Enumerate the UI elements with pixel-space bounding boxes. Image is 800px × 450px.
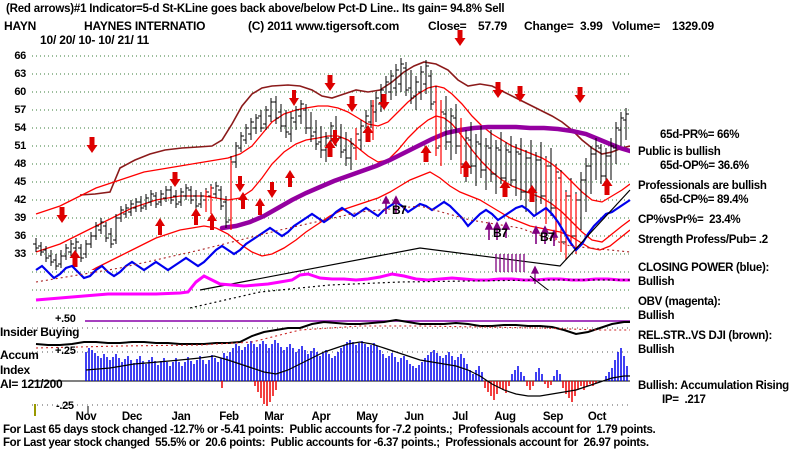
accum-label: Accum — [0, 348, 39, 362]
accum-level-minus25: -.25 — [56, 400, 74, 412]
closing-power-title: CLOSING POWER (blue): — [638, 262, 770, 274]
x-tick-jan: Jan — [171, 411, 191, 423]
y-tick-36: 36 — [14, 230, 26, 242]
closing-power-line — [35, 199, 631, 280]
footer-lastyear-summary: For Last year stock changed 55.5% or 20.… — [3, 437, 649, 449]
b7-cluster-arrows — [495, 254, 540, 284]
y-tick-51: 51 — [14, 140, 26, 152]
index-label: Index — [0, 363, 30, 377]
upper-band-line — [35, 85, 630, 215]
moving-average-line — [219, 124, 630, 231]
obv-trend-line — [189, 279, 630, 309]
relstr-line — [79, 61, 630, 196]
y-tick-57: 57 — [14, 104, 26, 116]
y-tick-66: 66 — [14, 50, 26, 62]
volume-value: 1329.09 — [672, 19, 714, 33]
b7-annotation-3: B7 — [540, 230, 555, 244]
strength-profess-pub-readout: Strength Profess/Pub= .2 — [638, 234, 768, 246]
relstr-title: REL.STR..VS DJI (brown): — [638, 330, 772, 342]
change-label: Change= — [524, 19, 574, 33]
closing-power-trend-line — [35, 205, 631, 283]
accum-level-plus25: +.25 — [55, 345, 76, 357]
insider-buying-trend-line — [35, 325, 630, 349]
lower-band-line — [91, 171, 630, 270]
y-tick-48: 48 — [14, 158, 26, 170]
accum-rising-readout: Bullish: Accumulation Rising — [638, 380, 789, 392]
public-state-readout: Public is bullish — [638, 146, 721, 158]
closing-power-state: Bullish — [638, 276, 675, 288]
x-tick-aug: Aug — [494, 411, 516, 423]
ai-value-label: AI= 121/200 — [0, 377, 63, 391]
date-range-label: 10/ 20/ 10- 10/ 21/ 11 — [40, 33, 150, 47]
b7-arrows — [381, 195, 559, 246]
closing-power-support-line — [199, 189, 631, 291]
red-signal-sticks — [205, 88, 577, 260]
y-tick-63: 63 — [14, 68, 26, 80]
x-tick-feb: Feb — [219, 411, 239, 423]
x-tick-may: May — [356, 411, 378, 423]
obv-state: Bullish — [638, 310, 675, 322]
accum-positive-bars — [85, 340, 628, 381]
y-tick-45: 45 — [14, 176, 26, 188]
insider-buying-label: Insider Buying — [0, 325, 80, 339]
y-tick-39: 39 — [14, 212, 26, 224]
y-tick-42: 42 — [14, 194, 26, 206]
obv-line — [35, 272, 630, 302]
x-tick-dec: Dec — [121, 411, 143, 423]
y-tick-60: 60 — [14, 86, 26, 98]
cp-percent-readout: 65d-CP%= 89.4% — [660, 194, 749, 206]
professionals-state-readout: Professionals are bullish — [638, 180, 767, 192]
indicator-headline: (Red arrows)#1 Indicator=5-d St-KLine go… — [6, 3, 505, 15]
mid-band-line — [35, 115, 630, 253]
company-name: HAYNES INTERNATIO — [84, 19, 206, 33]
obv-title: OBV (magenta): — [638, 296, 721, 308]
cp-vs-pr-readout: CP%vsPr%= 23.4% — [638, 214, 741, 226]
signal-arrows-up — [69, 125, 613, 267]
accum-level-plus50: +.50 — [55, 313, 76, 325]
x-tick-oct: Oct — [587, 411, 607, 423]
accum-average-line — [85, 341, 630, 397]
y-tick-54: 54 — [14, 122, 26, 134]
op-percent-readout: 65d-OP%= 36.6% — [660, 160, 749, 172]
ip-readout: IP= .217 — [662, 394, 706, 406]
copyright-label: (C) 2011 www.tigersoft.com — [248, 19, 400, 33]
x-tick-nov: Nov — [75, 411, 97, 423]
close-label: Close= — [428, 19, 467, 33]
pr-percent-readout: 65d-PR%= 66% — [660, 129, 740, 141]
b7-annotation-1: B7 — [392, 203, 407, 217]
close-value: 57.79 — [478, 19, 508, 33]
x-tick-jul: Jul — [452, 411, 468, 423]
relstr-state: Bullish — [638, 344, 675, 356]
symbol-label: HAYN — [4, 19, 37, 33]
footer-65day-summary: For Last 65 days stock changed -12.7% or… — [3, 424, 656, 436]
y-tick-33: 33 — [14, 248, 26, 260]
volume-label: Volume= — [612, 19, 661, 33]
x-tick-sep: Sep — [542, 411, 564, 423]
x-tick-apr: Apr — [311, 411, 331, 423]
x-tick-jun: Jun — [404, 411, 424, 423]
axis-ticks — [34, 404, 89, 416]
accum-negative-bars — [221, 381, 597, 406]
b7-annotation-2: B7 — [493, 226, 508, 240]
b7-pointer-line — [529, 275, 549, 291]
insider-buying-line — [35, 318, 630, 346]
signal-arrows-down — [56, 30, 586, 223]
change-value: 3.99 — [580, 19, 603, 33]
x-tick-mar: Mar — [264, 411, 284, 423]
